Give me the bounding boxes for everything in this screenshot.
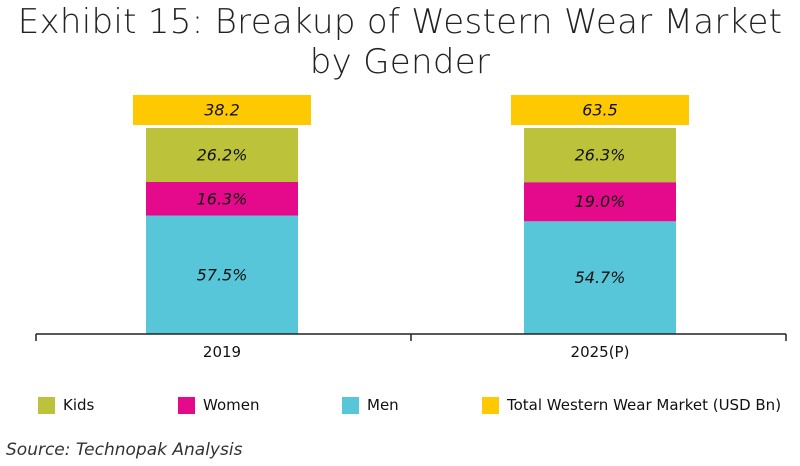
data-label-kids-1: 26.2% [197, 145, 248, 164]
data-label-women-2: 19.0% [575, 192, 626, 211]
chart-title-line-2: by Gender [309, 42, 491, 82]
total-box-2 [511, 95, 689, 125]
bar-kids-1 [146, 128, 298, 182]
data-label-kids-2: 26.3% [575, 146, 626, 165]
data-label-women-1: 16.3% [197, 189, 248, 208]
legend-label-total: Total Western Wear Market (USD Bn) [507, 396, 782, 414]
bar-men-2 [524, 221, 676, 334]
legend-swatch-women [178, 396, 195, 414]
total-box-1 [133, 95, 311, 125]
bar-women-1 [146, 181, 298, 216]
bar-men-1 [146, 215, 298, 334]
legend-swatch-men [342, 396, 359, 414]
plot-area: 57.5% 16.3% 26.2% 38.2 2019 54.7% 19.0% 26.3% 63… [35, 95, 787, 361]
x-tick-label-1: 2019 [203, 343, 241, 361]
legend-swatch-kids [38, 396, 55, 414]
legend-item-kids: Kids [38, 392, 94, 418]
total-label-1: 38.2 [204, 101, 240, 120]
legend-item-men: Men [342, 392, 399, 418]
legend-swatch-total [482, 396, 499, 414]
chart-title-line-1: Exhibit 15: Breakup of Western Wear Mark… [17, 2, 783, 42]
legend-label-women: Women [203, 396, 260, 414]
chart-title: Exhibit 15: Breakup of Western Wear Mark… [0, 2, 800, 82]
bar-women-2 [524, 182, 676, 222]
bar-kids-2 [524, 128, 676, 183]
source-note: Source: Technopak Analysis [6, 440, 243, 460]
legend: Kids Women Men Total Western Wear Market… [38, 392, 798, 418]
total-label-2: 63.5 [582, 101, 618, 120]
legend-item-total: Total Western Wear Market (USD Bn) [482, 392, 781, 418]
data-label-men-1: 57.5% [197, 265, 248, 284]
x-tick-label-2: 2025(P) [571, 343, 630, 361]
legend-item-women: Women [178, 392, 259, 418]
data-label-men-2: 54.7% [575, 268, 626, 287]
legend-label-kids: Kids [63, 396, 95, 414]
legend-label-men: Men [367, 396, 399, 414]
